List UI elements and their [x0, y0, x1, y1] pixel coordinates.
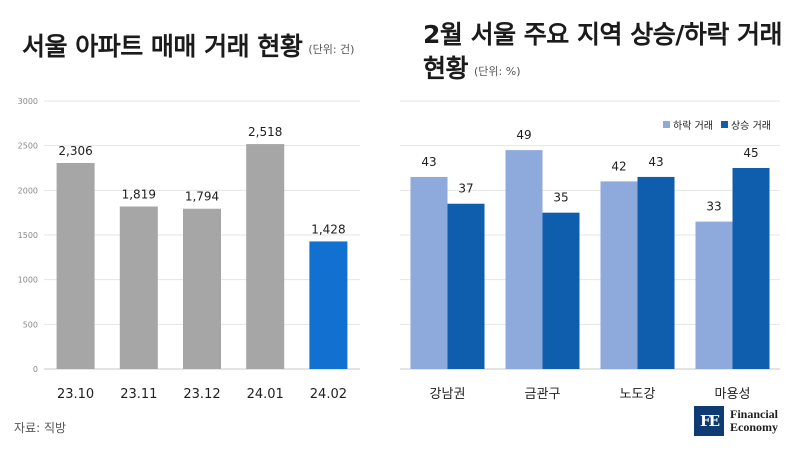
left-x-tick-label: 24.02	[310, 387, 347, 402]
right-bar-rising-value-label: 35	[553, 191, 568, 205]
left-x-tick-label: 24.01	[247, 387, 284, 402]
left-bar-value-label: 1,794	[185, 190, 219, 204]
legend-item-rising: 상승 거래	[720, 117, 771, 132]
legend-label-falling: 하락 거래	[673, 121, 713, 132]
logo-line-2: Economy	[730, 420, 778, 434]
source-note: 자료: 직방	[14, 421, 67, 435]
right-chart-title: 2월 서울 주요 지역 상승/하락 거래 현황 (단위: %)	[423, 18, 783, 89]
left-x-tick-label: 23.10	[57, 387, 94, 402]
right-bar-rising	[637, 176, 675, 369]
left-y-tick-label: 500	[23, 320, 38, 329]
left-y-tick-label: 0	[33, 365, 38, 374]
right-bar-rising	[447, 203, 485, 369]
left-bar-value-label: 1,819	[122, 188, 156, 202]
right-bar-falling	[695, 221, 733, 369]
left-bar	[309, 241, 348, 369]
right-bar-rising-value-label: 37	[458, 182, 473, 196]
left-bar-value-label: 1,428	[311, 222, 345, 236]
left-bar	[246, 144, 285, 369]
logo-text: Financial Economy	[730, 408, 778, 434]
logo-line-1: Financial	[730, 407, 779, 421]
left-x-tick-label: 23.12	[183, 387, 220, 402]
left-unit-label: (단위: 건)	[308, 43, 355, 56]
left-y-tick-label: 1000	[18, 276, 38, 285]
left-title-text: 서울 아파트 매매 거래 현황	[22, 32, 303, 61]
left-bar	[183, 208, 221, 369]
right-x-tick-label: 강남권	[430, 387, 466, 402]
legend-item-falling: 하락 거래	[663, 117, 713, 132]
right-title-text: 2월 서울 주요 지역 상승/하락 거래 현황	[423, 20, 783, 83]
right-x-tick-label: 마용성	[715, 387, 751, 402]
right-bar-falling-value-label: 49	[516, 128, 531, 142]
right-x-tick-label: 금관구	[525, 387, 561, 402]
right-bar-falling	[505, 150, 543, 369]
right-bar-rising-value-label: 45	[743, 146, 758, 160]
left-y-tick-label: 3000	[18, 97, 38, 106]
left-bar-value-label: 2,306	[58, 144, 92, 158]
right-bar-falling	[600, 181, 638, 369]
legend-swatch-falling	[663, 121, 670, 128]
left-bar	[56, 162, 95, 369]
right-bar-falling-value-label: 42	[611, 159, 626, 173]
publisher-logo: FE Financial Economy	[694, 406, 778, 436]
right-bar-falling	[410, 176, 448, 369]
logo-mark: FE	[694, 406, 724, 436]
left-y-tick-label: 2000	[18, 186, 38, 195]
right-unit-label: (단위: %)	[474, 65, 521, 78]
left-bar	[119, 206, 158, 369]
right-x-tick-label: 노도강	[620, 387, 656, 402]
right-bar-falling-value-label: 43	[421, 155, 436, 169]
left-y-tick-label: 2500	[18, 142, 38, 151]
left-y-tick-label: 1500	[18, 231, 38, 240]
left-chart-title: 서울 아파트 매매 거래 현황 (단위: 건)	[22, 30, 354, 67]
legend-swatch-rising	[720, 121, 728, 128]
right-bar-rising-value-label: 43	[648, 155, 663, 169]
left-x-tick-label: 23.11	[120, 387, 157, 402]
right-bar-rising	[542, 212, 580, 369]
legend-label-rising: 상승 거래	[730, 121, 771, 132]
right-chart-legend: 하락 거래 상승 거래	[655, 117, 771, 132]
right-bar-rising	[732, 168, 770, 369]
left-bar-value-label: 2,518	[248, 125, 282, 139]
right-bar-falling-value-label: 33	[706, 200, 721, 214]
